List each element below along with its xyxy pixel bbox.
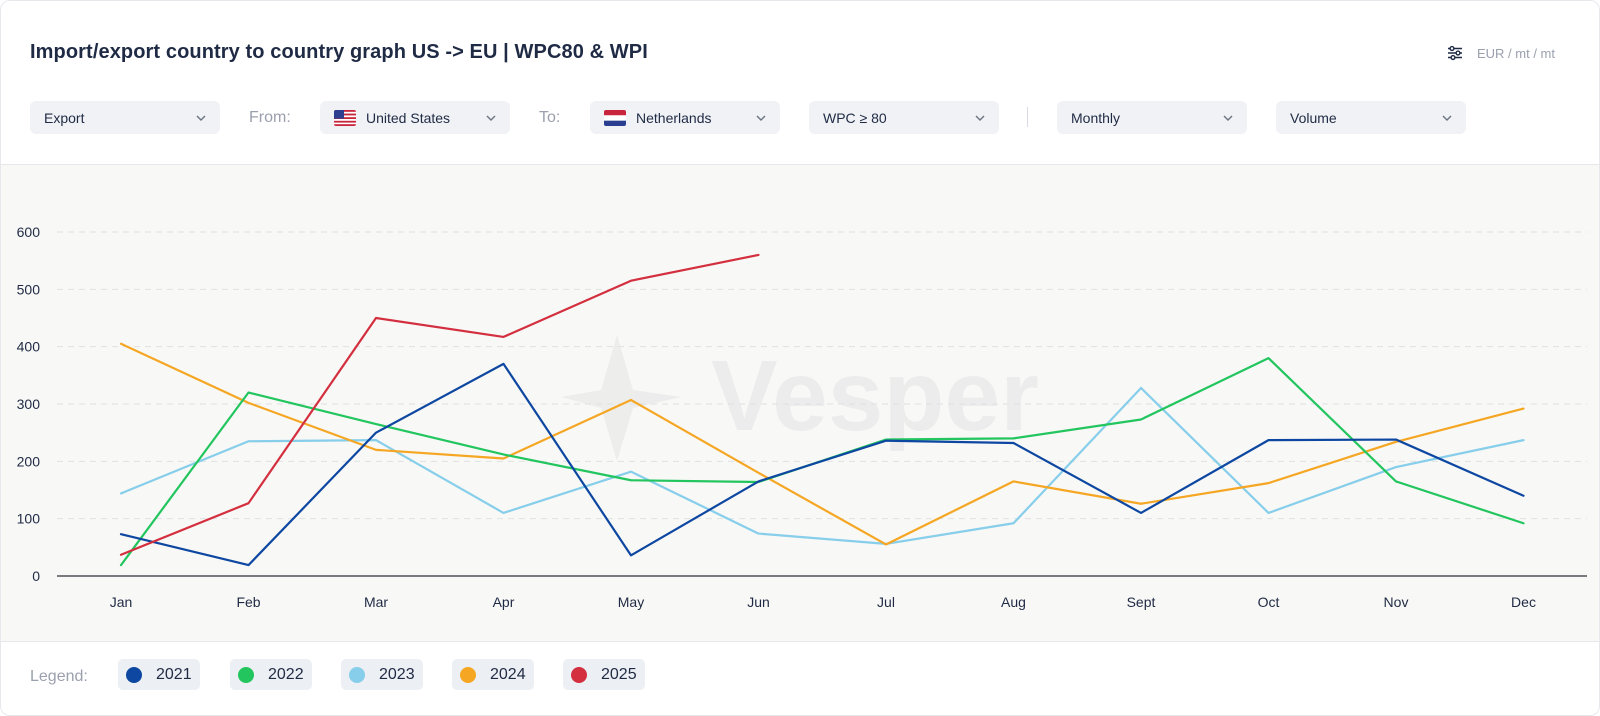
from-country-select[interactable]: United States: [320, 101, 510, 134]
from-label: From:: [249, 109, 291, 126]
y-tick-label: 0: [32, 568, 40, 584]
x-tick-label: Oct: [1258, 594, 1280, 610]
chevron-down-icon: [1223, 115, 1233, 121]
chevron-down-icon: [756, 115, 766, 121]
legend-item-label: 2024: [490, 665, 526, 683]
nl-flag-icon: [604, 109, 626, 126]
legend-item-2025[interactable]: 2025: [563, 659, 645, 690]
x-tick-label: Dec: [1511, 594, 1536, 610]
chart-header: Import/export country to country graph U…: [1, 1, 1599, 165]
to-country-select[interactable]: Netherlands: [590, 101, 780, 134]
y-tick-label: 500: [17, 281, 41, 297]
legend-item-label: 2023: [379, 665, 415, 683]
watermark: Vesper: [561, 335, 1039, 461]
y-tick-label: 100: [17, 511, 41, 527]
chevron-down-icon: [486, 115, 496, 121]
series-line-2021[interactable]: [119, 362, 1525, 567]
legend-dot-icon: [571, 666, 587, 683]
legend-item-label: 2022: [268, 665, 304, 683]
to-label: To:: [539, 109, 561, 126]
series: [119, 253, 1525, 567]
y-tick-label: 200: [17, 453, 41, 469]
plot-area: Vesper 0 100 200 300 400 500 600 Jan Feb Mar Apr Ma…: [1, 165, 1599, 642]
y-tick-label: 600: [17, 224, 41, 240]
series-line-2024[interactable]: [119, 342, 1525, 546]
legend: Legend: 2021 2022 2023 2024 2025: [1, 642, 1599, 715]
x-tick-label: Feb: [236, 594, 260, 610]
x-tick-label: Mar: [364, 594, 388, 610]
frequency-select[interactable]: Monthly: [1057, 101, 1247, 134]
y-tick-label: 400: [17, 339, 41, 355]
legend-dot-icon: [238, 666, 254, 683]
x-tick-label: Aug: [1001, 594, 1026, 610]
unit-label: EUR / mt / mt: [1477, 45, 1555, 61]
unit-control[interactable]: EUR / mt / mt: [1447, 45, 1555, 61]
y-tick-label: 300: [17, 396, 41, 412]
metric-select[interactable]: Volume: [1276, 101, 1466, 134]
legend-item-label: 2025: [601, 665, 637, 683]
to-country-value: Netherlands: [636, 109, 712, 126]
legend-label: Legend:: [30, 668, 88, 685]
x-tick-label: Apr: [493, 594, 515, 610]
line-chart[interactable]: Vesper 0 100 200 300 400 500 600 Jan Feb Mar Apr Ma…: [1, 165, 1599, 641]
axes: 0 100 200 300 400 500 600 Jan Feb Mar Apr May Jun Jul…: [17, 224, 1587, 610]
legend-item-2022[interactable]: 2022: [230, 659, 312, 690]
watermark-logo-icon: [561, 335, 681, 461]
grid: [57, 231, 1587, 520]
frequency-value: Monthly: [1071, 109, 1121, 126]
metric-value: Volume: [1290, 109, 1337, 126]
chevron-down-icon: [975, 115, 985, 121]
legend-item-2023[interactable]: 2023: [341, 659, 423, 690]
x-tick-label: Jan: [110, 594, 133, 610]
x-tick-label: Sept: [1127, 594, 1156, 610]
sliders-icon[interactable]: [1447, 45, 1463, 61]
series-line-2023[interactable]: [119, 386, 1525, 545]
us-flag-icon: [334, 109, 356, 126]
chevron-down-icon: [196, 115, 206, 121]
chart-title: Import/export country to country graph U…: [30, 41, 648, 63]
legend-dot-icon: [126, 666, 142, 683]
legend-item-2021[interactable]: 2021: [118, 659, 200, 690]
watermark-text: Vesper: [711, 340, 1039, 452]
legend-dot-icon: [460, 666, 476, 683]
series-line-2025[interactable]: [119, 253, 760, 556]
direction-value: Export: [44, 109, 85, 126]
grade-value: WPC ≥ 80: [823, 109, 887, 126]
legend-item-label: 2021: [156, 665, 192, 683]
filter-divider: [1027, 107, 1028, 127]
x-tick-label: Jul: [877, 594, 895, 610]
chevron-down-icon: [1442, 115, 1452, 121]
x-tick-label: May: [618, 594, 644, 610]
x-tick-label: Jun: [747, 594, 770, 610]
legend-dot-icon: [349, 666, 365, 683]
from-country-value: United States: [366, 109, 451, 126]
direction-select[interactable]: Export: [30, 101, 220, 134]
x-tick-label: Nov: [1384, 594, 1409, 610]
grade-select[interactable]: WPC ≥ 80: [809, 101, 999, 134]
legend-item-2024[interactable]: 2024: [452, 659, 534, 690]
